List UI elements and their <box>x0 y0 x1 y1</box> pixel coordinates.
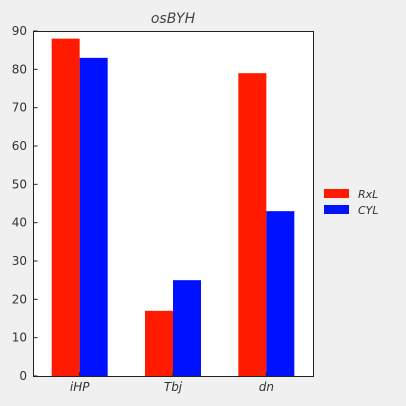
legend-swatch-cyl <box>324 205 349 214</box>
y-tick-label: 30 <box>12 254 27 268</box>
y-tick-label: 40 <box>12 216 27 230</box>
y-tick-label: 60 <box>12 139 27 153</box>
bar-cyl-ihp <box>79 57 108 376</box>
y-axis: 0 10 20 30 40 50 60 70 80 90 <box>12 24 38 383</box>
y-tick-label: 50 <box>12 177 27 191</box>
bar-rxl-ihp <box>51 38 80 377</box>
legend-swatch-rxl <box>324 189 349 198</box>
legend-label-rxl: RxL <box>358 188 378 201</box>
y-tick-label: 20 <box>12 292 27 306</box>
y-tick-label: 70 <box>12 101 27 115</box>
x-tick-label: dn <box>259 380 274 394</box>
bar-rxl-tbj <box>145 310 173 376</box>
chart-title: osBYH <box>151 11 196 27</box>
x-tick-label: iHP <box>70 380 90 394</box>
y-tick-label: 0 <box>19 369 27 383</box>
legend-label-cyl: CYL <box>358 204 379 217</box>
legend: RxL CYL <box>324 188 379 217</box>
bar-cyl-tbj <box>173 280 201 376</box>
x-tick-label: Tbj <box>164 380 183 394</box>
bar-cyl-dn <box>266 211 295 376</box>
y-tick-label: 10 <box>12 331 27 345</box>
y-tick-label: 90 <box>12 24 27 38</box>
x-axis: iHP Tbj dn <box>70 372 274 394</box>
y-tick-label: 80 <box>12 62 27 76</box>
bar-rxl-dn <box>238 73 267 377</box>
bars-group <box>51 38 295 377</box>
